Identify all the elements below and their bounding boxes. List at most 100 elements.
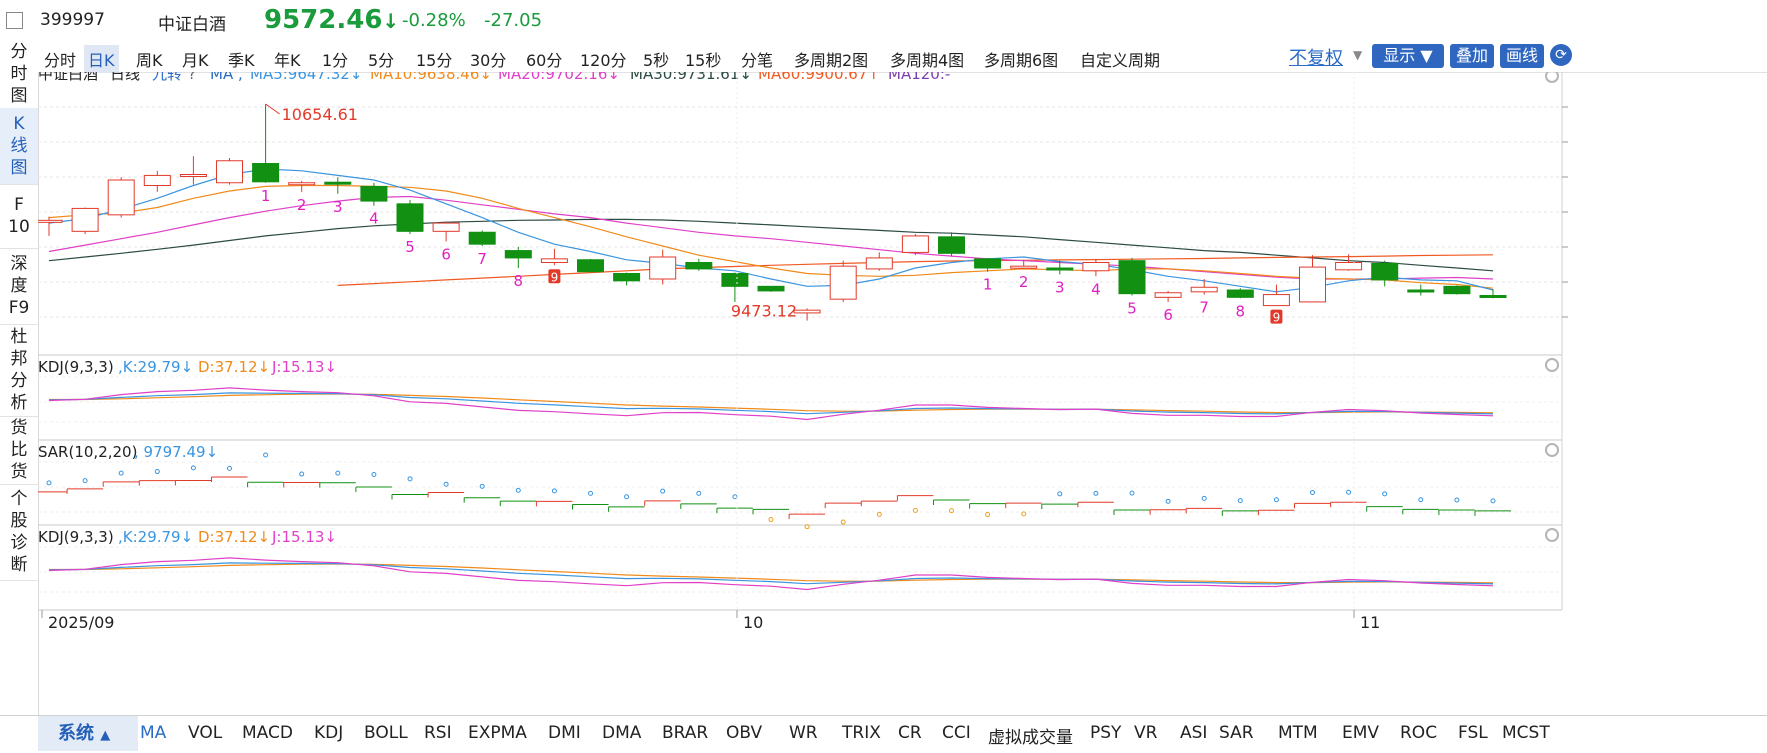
indicator-虚拟成交量[interactable]: 虚拟成交量: [988, 728, 1073, 748]
indicator-asi[interactable]: ASI: [1180, 723, 1208, 743]
tab-4[interactable]: 季K: [228, 51, 255, 70]
window-icon[interactable]: [6, 12, 23, 29]
sidebar-item-0[interactable]: 分时图: [0, 40, 38, 109]
candle[interactable]: [38, 219, 63, 223]
indicator-wr[interactable]: WR: [789, 723, 818, 743]
tab-12[interactable]: 5秒: [643, 51, 670, 70]
candle[interactable]: [1371, 262, 1399, 281]
candle[interactable]: [1082, 262, 1110, 272]
indicator-vol[interactable]: VOL: [188, 723, 223, 743]
chevron-down-icon[interactable]: ▼: [1353, 48, 1363, 62]
refresh-icon[interactable]: ⟳: [1550, 44, 1572, 66]
candle[interactable]: [1262, 294, 1290, 307]
overlay-button[interactable]: 叠加: [1450, 44, 1494, 68]
candle[interactable]: [1118, 260, 1146, 295]
indicator-emv[interactable]: EMV: [1342, 723, 1380, 743]
candle[interactable]: [1226, 289, 1254, 298]
indicator-trix[interactable]: TRIX: [842, 723, 881, 743]
candle[interactable]: [107, 179, 135, 216]
indicator-sar[interactable]: SAR: [1219, 723, 1254, 743]
system-button[interactable]: 系统 ▲: [38, 716, 138, 751]
tab-0[interactable]: 分时: [44, 51, 77, 70]
candle[interactable]: [71, 207, 99, 232]
candle[interactable]: [432, 222, 460, 232]
tab-11[interactable]: 120分: [580, 51, 627, 70]
gear-icon[interactable]: [1545, 358, 1559, 372]
tab-15[interactable]: 多周期2图: [794, 51, 869, 70]
tab-1[interactable]: 日K: [84, 45, 119, 73]
indicator-cci[interactable]: CCI: [942, 723, 971, 743]
candle[interactable]: [360, 185, 388, 202]
candle[interactable]: [1443, 285, 1471, 295]
sidebar-item-2[interactable]: F 10: [0, 184, 38, 249]
candle[interactable]: [793, 309, 821, 314]
indicator-kdj[interactable]: KDJ: [314, 723, 344, 743]
indicator-cr[interactable]: CR: [898, 723, 922, 743]
candle[interactable]: [613, 273, 641, 282]
indicator-obv[interactable]: OBV: [726, 723, 763, 743]
kline-chart[interactable]: 10654.61 9473.12 1 2 3 4 5 6 7 8 9 1 2 3 4 5 6 7 8 9 中证白酒 日线 九…: [38, 72, 1767, 715]
candle[interactable]: [324, 181, 352, 185]
tab-2[interactable]: 周K: [136, 51, 163, 70]
indicator-mcst[interactable]: MCST: [1502, 723, 1550, 743]
gear-icon[interactable]: [1545, 443, 1559, 457]
candle[interactable]: [649, 256, 677, 280]
gear-icon[interactable]: [1545, 528, 1559, 542]
candle[interactable]: [504, 250, 532, 259]
indicator-psy[interactable]: PSY: [1090, 723, 1122, 743]
tab-18[interactable]: 自定义周期: [1080, 51, 1161, 70]
tab-6[interactable]: 1分: [322, 51, 349, 70]
indicator-expma[interactable]: EXPMA: [468, 723, 527, 743]
candle[interactable]: [1299, 266, 1326, 303]
candle[interactable]: [1010, 265, 1038, 269]
tab-16[interactable]: 多周期4图: [890, 51, 965, 70]
candle[interactable]: [901, 235, 929, 253]
tab-13[interactable]: 15秒: [685, 51, 722, 70]
tab-5[interactable]: 年K: [274, 51, 301, 70]
indicator-rsi[interactable]: RSI: [424, 723, 452, 743]
indicator-dma[interactable]: DMA: [602, 723, 642, 743]
candle[interactable]: [829, 265, 857, 300]
sidebar-item-6[interactable]: 个股诊断: [0, 484, 38, 581]
candle[interactable]: [143, 174, 171, 186]
indicator-mtm[interactable]: MTM: [1278, 723, 1318, 743]
candle[interactable]: [468, 231, 496, 245]
sidebar-item-5[interactable]: 货比货: [0, 416, 38, 485]
indicator-brar[interactable]: BRAR: [662, 723, 709, 743]
tab-7[interactable]: 5分: [368, 51, 395, 70]
indicator-boll[interactable]: BOLL: [364, 723, 408, 743]
gear-icon[interactable]: [1545, 72, 1559, 83]
candle[interactable]: [1046, 267, 1074, 271]
candle[interactable]: [216, 160, 243, 184]
indicator-roc[interactable]: ROC: [1400, 723, 1438, 743]
indicator-macd[interactable]: MACD: [242, 723, 293, 743]
indicator-dmi[interactable]: DMI: [548, 723, 581, 743]
candle[interactable]: [1479, 295, 1507, 298]
candle[interactable]: [1154, 292, 1182, 298]
candle[interactable]: [757, 285, 785, 292]
candle[interactable]: [974, 258, 1002, 269]
sidebar-item-3[interactable]: 深度 F9: [0, 248, 38, 325]
sidebar-item-4[interactable]: 杜邦分析: [0, 324, 38, 417]
tab-14[interactable]: 分笔: [741, 51, 774, 70]
display-button[interactable]: 显示 ▼: [1372, 44, 1444, 68]
candle[interactable]: [1335, 262, 1363, 271]
candle[interactable]: [288, 182, 316, 186]
candle[interactable]: [685, 262, 713, 270]
tab-10[interactable]: 60分: [526, 51, 563, 70]
adjust-dropdown[interactable]: 不复权: [1289, 48, 1343, 69]
candle[interactable]: [540, 258, 568, 263]
indicator-fsl[interactable]: FSL: [1458, 723, 1488, 743]
candle[interactable]: [252, 163, 280, 183]
candle[interactable]: [396, 203, 424, 232]
indicator-vr[interactable]: VR: [1134, 723, 1158, 743]
tab-3[interactable]: 月K: [182, 51, 209, 70]
tab-8[interactable]: 15分: [416, 51, 453, 70]
candle[interactable]: [865, 257, 893, 270]
candle[interactable]: [721, 273, 749, 287]
candle[interactable]: [1407, 289, 1435, 293]
candle[interactable]: [577, 259, 604, 273]
draw-line-button[interactable]: 画线: [1500, 44, 1544, 68]
candle[interactable]: [179, 174, 207, 177]
